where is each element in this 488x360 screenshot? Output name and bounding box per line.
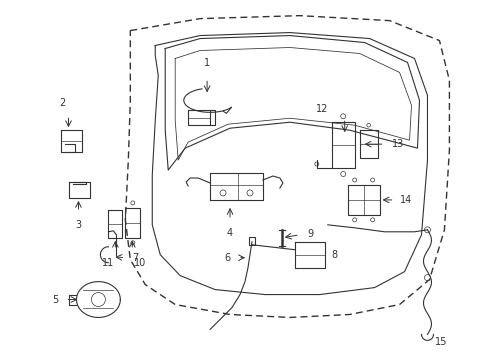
Text: 10: 10 [134,258,146,268]
Text: 2: 2 [59,98,65,108]
Text: 12: 12 [315,104,327,114]
Text: 11: 11 [102,258,114,268]
Text: 7: 7 [132,253,138,263]
Text: 1: 1 [203,58,210,68]
Text: 5: 5 [52,294,59,305]
Text: 6: 6 [224,253,229,263]
Text: 13: 13 [391,139,403,149]
Bar [248,237,254,245]
Text: 9: 9 [307,229,313,239]
Text: 4: 4 [226,228,233,238]
Text: 14: 14 [399,195,411,205]
Text: 3: 3 [75,220,81,230]
Text: 15: 15 [433,337,446,347]
Text: 8: 8 [331,250,337,260]
